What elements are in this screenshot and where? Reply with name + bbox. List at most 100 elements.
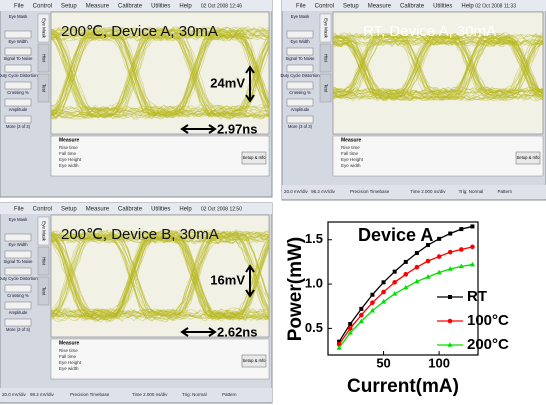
series-line [339,265,472,348]
measure-row: Eye width [341,163,361,168]
button-icon [5,285,31,292]
measure-row: Fall time [59,151,76,156]
panel-label: 200℃, Device B, 30mA [61,226,219,243]
side-button: Eye Width [290,39,310,44]
marker [382,280,386,284]
menu-item: Control [33,4,52,10]
side-button: Amplitude [9,310,28,315]
measure-row: Fall time [341,151,358,156]
measure-title: Measure [341,137,362,143]
tab-label: Eye Mask [41,18,46,39]
measure-title: Measure [59,340,80,346]
side-button: More (3 of 3) [6,327,31,332]
side-button: Duty Cycle Distortion [0,73,38,78]
button-icon [5,234,31,241]
width-label: 2.62ns [217,324,257,339]
menu-item: File [14,4,24,10]
button-icon [5,319,31,326]
scope-panel: FileControlSetupMeasureCalibrateUtilitie… [280,0,546,200]
menu-item: Setup [343,4,359,10]
tab-label: Hist [323,54,328,62]
tab-label: Test [323,84,328,93]
tab-label: Hist [41,54,46,62]
marker [359,313,364,318]
marker [403,272,408,277]
menu-item: File [14,207,24,213]
tab-label: Eye Mask [41,221,46,242]
legend-label: 100°C [467,312,509,329]
menu-item: Help [179,207,192,213]
x-tick-label: 50 [376,355,390,370]
marker [448,295,452,299]
width-label: 2.97ns [217,121,257,136]
menu-item: File [296,4,306,10]
height-label: 16mV [210,272,245,287]
tab-label: Test [41,287,46,296]
panel-label: RT, Device A, 30mA [363,23,496,40]
marker [381,299,386,304]
y-tick-label: 0.5 [305,320,323,335]
marker [415,251,419,255]
measure-area [333,136,543,176]
status-item: Pattern [222,392,237,397]
side-button: Eye Mask [291,14,310,19]
marker [426,243,430,247]
side-button: Eye Width [8,242,28,247]
side-button: Eye Mask [9,217,28,222]
button-icon [287,116,313,123]
side-button: Signal To Noise [285,56,315,61]
scope-date: 02 Oct 2008 12:50 [201,206,242,212]
menu-item: Calibrate [400,4,425,10]
button-icon [5,268,31,275]
menu-item: Utilities [151,207,170,213]
button-icon [5,31,31,38]
status-item: 98.2 mV/div [30,392,55,397]
status-item: Time 2.000 ns/div [410,189,446,194]
button-icon [5,48,31,55]
side-button: Amplitude [9,107,28,112]
legend-label: RT [467,288,487,305]
y-tick-label: 1.0 [305,276,323,291]
status-item: 20.0 mV/div [2,392,27,397]
button-icon [287,48,313,55]
status-item: Trig: Normal [459,189,484,194]
y-tick-label: 1.5 [305,231,323,246]
measure-row: Rise time [59,348,78,353]
side-button: Signal To Noise [3,259,33,264]
marker [437,237,441,241]
marker [448,319,453,324]
status-item: Pattern [497,189,512,194]
marker [348,322,352,326]
side-button: Eye Mask [9,14,28,19]
measure-row: Fall time [59,354,76,359]
status-item: Time 2.000 ns/div [132,392,168,397]
tab-label: Hist [41,257,46,265]
button-icon [287,82,313,89]
button-icon [5,251,31,258]
setup-label: Setup & Info [516,155,540,160]
marker [404,260,408,264]
button-icon [5,116,31,123]
side-button: Amplitude [291,107,310,112]
marker [415,265,420,270]
panel-label: 200℃, Device A, 30mA [61,23,218,40]
marker [393,270,397,274]
measure-row: Eye Height [341,157,364,162]
status-item: Trig: Normal [182,392,207,397]
menu-item: Utilities [151,4,170,10]
button-icon [5,65,31,72]
side-button: Crossing % [7,90,29,95]
menu-item: Measure [86,207,110,213]
measure-area [51,136,269,176]
measure-row: Eye width [59,366,79,371]
scope-panel: FileControlSetupMeasureCalibrateUtilitie… [0,0,272,197]
marker [359,307,363,311]
measure-row: Rise time [59,145,78,150]
measure-row: Eye Height [59,157,82,162]
tab-label: Eye Mask [323,18,328,39]
marker [370,293,374,297]
marker [381,290,386,295]
marker [426,259,431,264]
marker [470,245,475,250]
